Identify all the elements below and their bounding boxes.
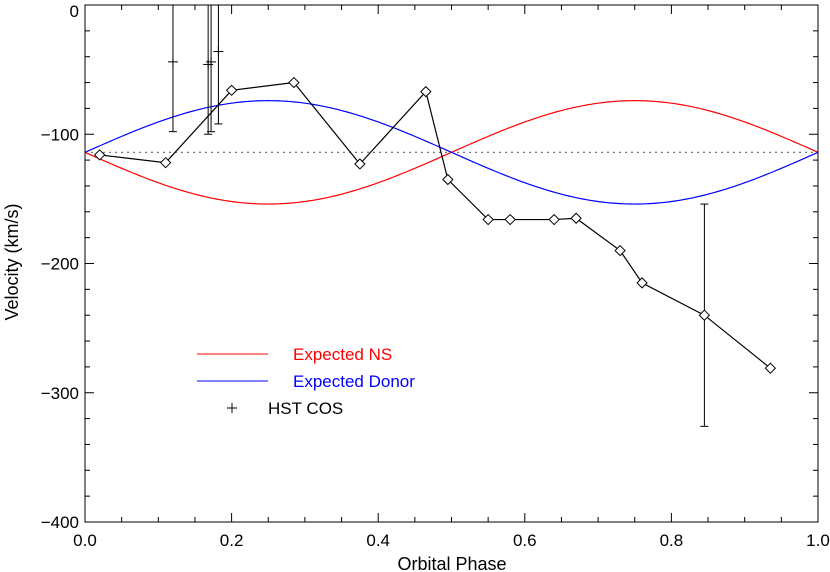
measurement-point [764, 362, 777, 374]
measurement-point [288, 76, 300, 89]
measurement-point [504, 213, 516, 226]
y-tick-label: −400 [41, 513, 79, 532]
measurement-point [636, 277, 648, 289]
axes: 0.0 0.2 0.4 0.6 0.8 1.0 0 −100 −200 −300 −400 [41, 2, 830, 550]
measurement-point [482, 213, 494, 226]
legend-label-expected-ns: Expected NS [293, 345, 392, 364]
plot-frame [84, 4, 819, 523]
x-tick-label: 0.2 [220, 531, 244, 550]
measurement-point [614, 244, 626, 257]
measurement-point [354, 158, 366, 170]
measurement-point [570, 212, 582, 224]
legend-label-hst-cos: HST COS [268, 399, 343, 418]
y-tick-label: −300 [41, 384, 79, 403]
x-axis-title: Orbital Phase [397, 554, 506, 572]
measurement-point [159, 156, 172, 169]
legend: Expected NS Expected Donor HST COS [197, 345, 415, 418]
legend-label-expected-donor: Expected Donor [293, 372, 415, 391]
x-tick-label: 0.0 [73, 531, 97, 550]
measurement-point [548, 213, 560, 226]
measurement-point [93, 149, 106, 161]
x-tick-label: 0.6 [513, 531, 537, 550]
measurement-point [442, 173, 454, 186]
y-tick-label: 0 [70, 2, 79, 21]
series-line-expected-donor [84, 100, 819, 205]
measurement-point [420, 85, 432, 98]
y-tick-label: −200 [41, 255, 79, 274]
plot-area [84, 5, 819, 427]
legend-marker-hst-cos [227, 403, 237, 413]
y-axis-title: Velocity (km/s) [2, 203, 22, 320]
measurement-point [698, 309, 711, 321]
y-tick-label: −100 [41, 125, 79, 144]
x-tick-label: 0.4 [366, 531, 390, 550]
x-tick-label: 1.0 [806, 531, 830, 550]
measurement-point [225, 84, 238, 97]
x-tick-label: 0.8 [660, 531, 684, 550]
measurement-line [99, 81, 771, 369]
